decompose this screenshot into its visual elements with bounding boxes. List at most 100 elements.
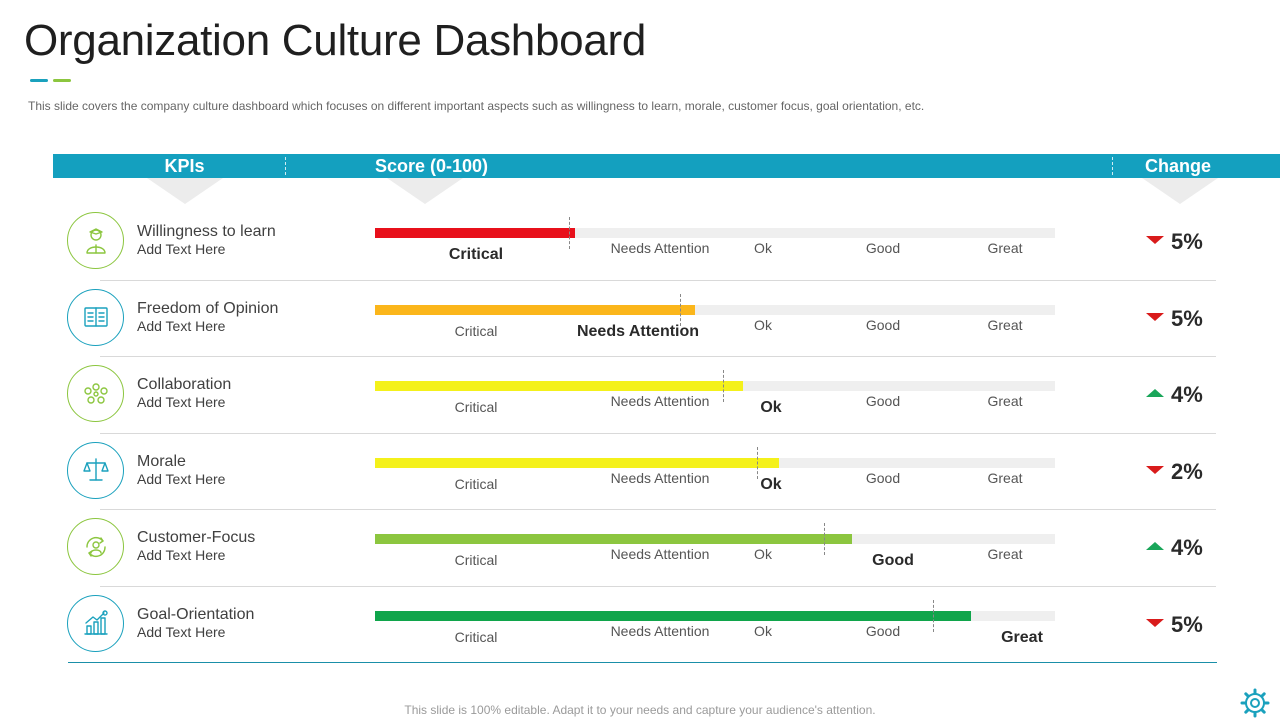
score-bar-track [375,534,1055,544]
kpi-name: Customer-Focus [137,529,256,546]
change-value: 5% [1171,611,1203,637]
score-status-label: Ok [760,399,782,416]
score-bar-fill [375,534,852,544]
arrow-up-icon [1146,389,1164,397]
score-level-label: Critical [454,552,498,568]
change-value: 5% [1171,305,1203,331]
table-row: Willingness to learn Add Text Here Critica… [0,203,1280,279]
score-level-label: Ok [754,316,772,333]
score-level-label: Needs Attention [610,469,710,486]
gear-icon[interactable] [1240,688,1270,718]
score-status-label: Needs Attention [576,322,700,340]
score-level-label: Critical [454,475,498,492]
score-bar-fill [375,610,971,621]
score-marker [823,523,825,555]
kpi-subtext: Add Text Here [137,394,226,410]
header-pointer-change [1142,178,1218,204]
score-level-label: Needs Attention [610,546,710,562]
table-row: Morale Add Text Here Critical Needs Attenti… [0,433,1280,509]
table-row: Freedom of Opinion Add Text Here Critical N… [0,280,1280,356]
arrow-down-icon [1146,465,1164,474]
score-marker [756,446,758,479]
kpi-name: Collaboration [137,376,232,393]
score-level-label: Ok [754,240,772,256]
score-level-label: Great [987,316,1023,333]
change-value: 4% [1171,535,1203,560]
score-level-label: Critical [454,322,498,339]
score-bar-fill [375,457,779,468]
score-status-label: Good [872,552,914,569]
kpi-subtext: Add Text Here [137,241,226,257]
score-bar-track [375,457,1055,468]
score-level-label: Needs Attention [610,240,710,256]
change-value: 4% [1171,382,1203,407]
score-level-label: Needs Attention [610,393,710,409]
change-value: 5% [1171,229,1203,254]
score-level-label: Good [865,240,901,256]
score-bar-fill [375,228,575,238]
score-level-label: Good [865,316,901,333]
kpi-subtext: Add Text Here [137,317,226,334]
score-bar-track [375,228,1055,238]
score-status-label: Great [1001,628,1043,646]
table-row: Collaboration Add Text Here Critical Needs … [0,356,1280,432]
page-subtitle: This slide covers the company culture da… [28,99,925,113]
arrow-down-icon [1146,236,1164,244]
title-accent-line-blue [30,79,48,82]
score-level-label: Good [865,469,901,486]
table-header: KPIs Score (0-100) Change [53,154,1280,178]
score-marker [679,293,681,326]
score-level-label: Critical [454,399,498,415]
header-pointer-kpis [147,178,223,204]
kpi-name: Willingness to learn [137,223,276,240]
score-bar-track [375,610,1055,621]
score-level-label: Good [865,622,901,639]
table-row: Customer-Focus Add Text Here Critical Needs… [0,509,1280,585]
score-bar-fill [375,304,696,315]
arrow-down-icon [1146,312,1164,321]
score-bar-track [375,381,1055,391]
footer-note: This slide is 100% editable. Adapt it to… [404,703,876,717]
growth-chart-icon [67,594,124,652]
kpi-subtext: Add Text Here [137,547,226,563]
scales-icon [67,441,124,499]
arrow-down-icon [1146,618,1164,627]
arrow-up-icon [1146,542,1164,550]
row-divider [100,356,1216,357]
header-change: Change [1144,156,1211,176]
score-level-label: Good [865,393,901,409]
header-divider [1112,157,1113,175]
row-divider [100,585,1216,587]
score-marker [568,217,570,249]
score-level-label: Critical [454,628,498,645]
title-accent-line-green [53,79,71,82]
score-status-label: Ok [760,475,782,493]
header-score: Score (0-100) [375,156,489,176]
kpi-name: Morale [137,452,186,470]
header-pointer-score [387,178,463,204]
score-level-label: Needs Attention [610,622,710,639]
score-status-label: Critical [448,246,504,263]
page-title: Organization Culture Dashboard [24,16,647,65]
customer-cycle-icon [67,518,124,575]
row-divider [100,279,1216,281]
row-divider [100,509,1216,510]
score-level-label: Ok [754,546,772,562]
score-marker [933,599,935,632]
score-bar-fill [375,381,743,391]
learner-icon [67,212,124,269]
kpi-subtext: Add Text Here [137,470,226,487]
score-level-label: Great [987,240,1023,256]
table-row: Goal-Orientation Add Text Here Critical Nee… [0,586,1280,662]
score-level-label: Great [987,393,1023,409]
score-bar-track [375,304,1055,315]
kpi-subtext: Add Text Here [137,623,226,640]
score-level-label: Ok [754,622,772,639]
kpi-name: Freedom of Opinion [137,299,279,317]
team-icon [67,365,124,422]
header-kpis: KPIs [164,156,205,176]
score-marker [723,370,725,402]
row-divider [100,432,1216,434]
score-level-label: Great [987,469,1023,486]
change-value: 2% [1171,458,1203,484]
